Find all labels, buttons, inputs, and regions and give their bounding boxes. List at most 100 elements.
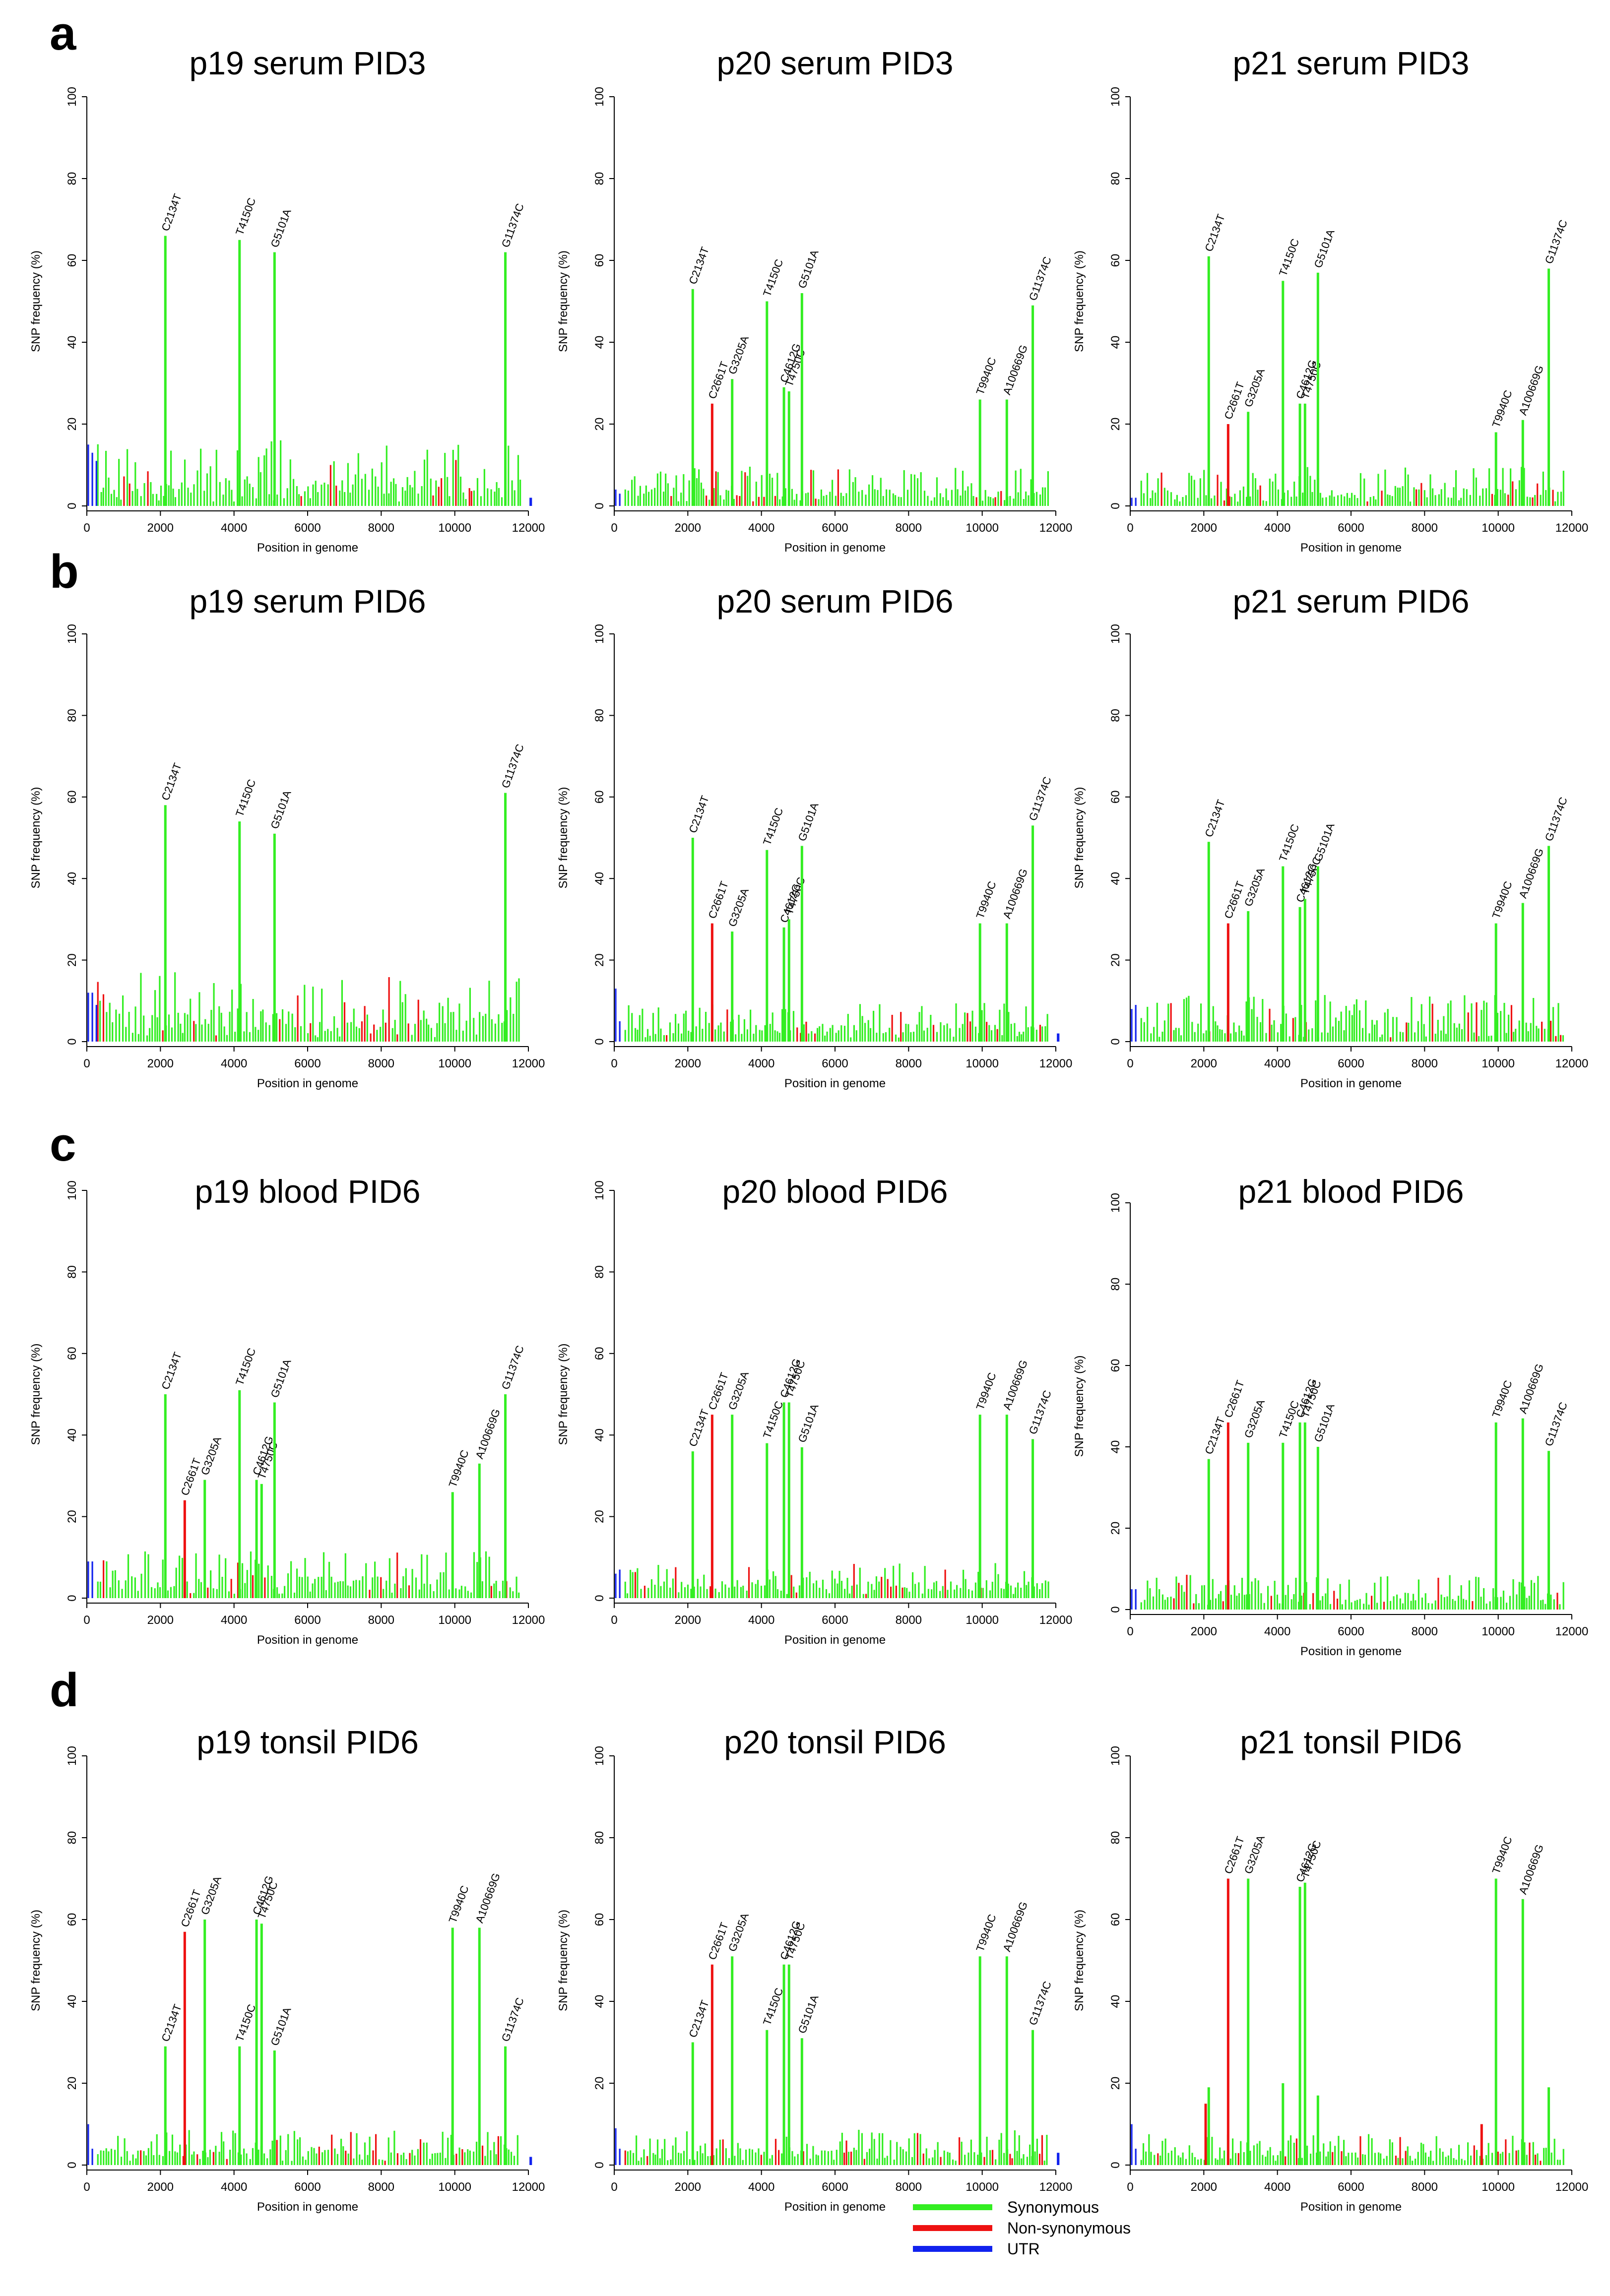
synonymous-bar (1215, 2158, 1217, 2165)
synonymous-bar (1508, 2153, 1510, 2165)
synonymous-bar (1368, 1033, 1370, 1042)
synonymous-bar (411, 487, 413, 506)
peak-bar (1298, 1422, 1301, 1610)
synonymous-bar (955, 2161, 957, 2165)
synonymous-bar (1017, 492, 1019, 506)
synonymous-bar (764, 1585, 766, 1598)
synonymous-bar (455, 1588, 457, 1598)
synonymous-bar (1491, 2153, 1493, 2165)
synonymous-bar (1312, 2135, 1314, 2165)
synonymous-bar (395, 484, 397, 506)
synonymous-bar (1354, 2152, 1356, 2165)
peak-bar (273, 252, 276, 506)
synonymous-bar (1449, 1575, 1451, 1610)
synonymous-bar (1527, 1031, 1529, 1042)
synonymous-bar (110, 494, 113, 506)
synonymous-bar (1173, 1030, 1175, 1042)
synonymous-bar (882, 2133, 884, 2165)
synonymous-bar (433, 1591, 435, 1598)
synonymous-bar (1211, 498, 1213, 506)
synonymous-bar (1362, 2154, 1364, 2165)
synonymous-bar (997, 1574, 999, 1598)
synonymous-bar (1211, 2137, 1213, 2165)
synonymous-bar (776, 473, 778, 506)
synonymous-bar (709, 2156, 711, 2165)
nonsynonymous-bar (230, 1579, 232, 1598)
synonymous-bar (246, 1012, 248, 1042)
synonymous-bar (426, 2142, 428, 2165)
nonsynonymous-bar (1467, 1012, 1469, 1042)
peak-label: A100669G (1000, 1900, 1030, 1953)
synonymous-bar (187, 1014, 189, 1042)
synonymous-bar (1230, 496, 1232, 506)
peak-bar (1547, 846, 1550, 1042)
nonsynonymous-bar (182, 2156, 185, 2165)
synonymous-bar (952, 2159, 954, 2165)
peak-label: G5101A (796, 801, 821, 843)
synonymous-bar (1540, 495, 1542, 506)
synonymous-bar (439, 2152, 441, 2165)
synonymous-bar (465, 1020, 467, 1042)
synonymous-bar (1170, 492, 1172, 506)
synonymous-bar (1025, 1006, 1027, 1042)
synonymous-bar (498, 1014, 500, 1042)
synonymous-bar (1003, 500, 1006, 506)
synonymous-bar (1444, 483, 1446, 506)
peak-label: G3205A (198, 1435, 224, 1477)
synonymous-bar (417, 494, 419, 506)
synonymous-bar (708, 499, 710, 506)
nonsynonymous-bar (837, 469, 839, 506)
synonymous-bar (281, 2161, 284, 2165)
synonymous-bar (639, 1015, 641, 1042)
synonymous-bar (293, 2131, 295, 2165)
nonsynonymous-bar (853, 1564, 855, 1598)
synonymous-bar (255, 1027, 257, 1042)
peak-bar (273, 1402, 276, 1598)
synonymous-bar (680, 493, 682, 506)
y-tick-label: 60 (1109, 254, 1122, 267)
synonymous-bar (391, 1028, 393, 1042)
synonymous-bar (761, 475, 763, 506)
synonymous-bar (1353, 495, 1355, 506)
synonymous-bar (1454, 1601, 1456, 1610)
synonymous-bar (940, 1022, 942, 1042)
synonymous-bar (1483, 1000, 1485, 1042)
synonymous-bar (281, 1593, 283, 1598)
y-tick-label: 40 (65, 336, 79, 349)
synonymous-bar (1257, 1580, 1259, 1610)
synonymous-bar (826, 1031, 828, 1042)
synonymous-bar (1503, 1002, 1505, 1042)
synonymous-bar (150, 2141, 152, 2165)
synonymous-bar (627, 491, 629, 506)
synonymous-bar (226, 1035, 228, 1042)
x-tick-label: 10000 (966, 521, 999, 535)
synonymous-bar (734, 2156, 736, 2165)
synonymous-bar (1240, 2141, 1242, 2165)
synonymous-bar (1234, 2153, 1237, 2165)
synonymous-bar (204, 1019, 206, 1042)
synonymous-bar (291, 1013, 293, 1042)
synonymous-bar (721, 1581, 723, 1598)
synonymous-bar (1233, 1022, 1235, 1042)
synonymous-bar (1000, 1588, 1002, 1598)
x-tick-label: 12000 (512, 2180, 545, 2194)
peak-label: A100669G (1000, 343, 1030, 396)
synonymous-bar (1504, 493, 1506, 506)
synonymous-bar (423, 1010, 425, 1042)
synonymous-bar (340, 2138, 342, 2165)
synonymous-bar (779, 499, 781, 506)
synonymous-bar (201, 1024, 203, 1042)
y-tick-label: 80 (593, 709, 606, 722)
synonymous-bar (812, 2146, 814, 2165)
synonymous-bar (798, 1585, 801, 1598)
synonymous-bar (173, 1586, 175, 1598)
synonymous-bar (637, 1029, 639, 1042)
synonymous-bar (516, 2135, 518, 2165)
synonymous-bar (703, 489, 705, 506)
synonymous-bar (233, 501, 235, 506)
x-tick-label: 4000 (1264, 1625, 1290, 1638)
synonymous-bar (705, 1011, 707, 1042)
synonymous-bar (898, 496, 900, 506)
x-tick-label: 0 (611, 521, 617, 535)
